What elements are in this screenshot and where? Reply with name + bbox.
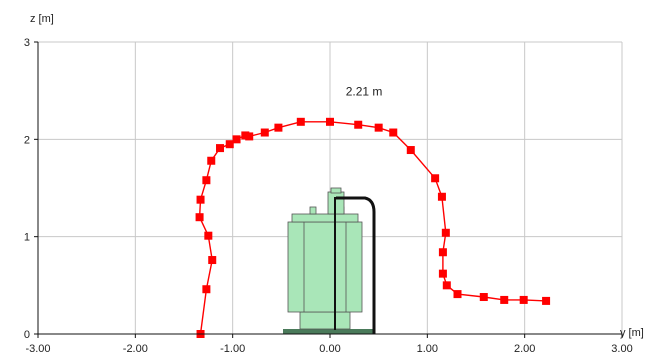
equipment-pedestal — [299, 311, 351, 330]
x-tick-label: -3.00 — [25, 343, 50, 355]
data-point — [207, 156, 216, 165]
x-tick-label: -1.00 — [220, 343, 245, 355]
x-axis-title: y [m] — [620, 327, 644, 339]
data-point — [195, 213, 204, 222]
data-point — [260, 128, 269, 137]
x-tick-label: 3.00 — [611, 343, 632, 355]
x-tick-label: -2.00 — [123, 343, 148, 355]
equipment-base — [283, 329, 373, 334]
data-point — [274, 123, 283, 132]
data-point — [479, 293, 488, 302]
annotations: 2.21 m — [346, 85, 383, 99]
data-point — [438, 269, 447, 278]
x-tick-label: 0.00 — [319, 343, 340, 355]
data-point — [232, 135, 241, 144]
data-point — [442, 281, 451, 290]
data-point — [202, 285, 211, 294]
data-point — [453, 290, 462, 299]
data-point — [406, 146, 415, 155]
data-point — [204, 231, 213, 240]
annotation-label: 2.21 m — [346, 85, 383, 99]
data-point — [438, 248, 447, 257]
data-point — [437, 192, 446, 201]
data-point — [296, 117, 305, 126]
y-tick-label: 0 — [24, 329, 30, 341]
data-point — [431, 174, 440, 183]
tick-labels: -3.00 -2.00 -1.00 0.00 1.00 2.00 3.00 0 1 2 3 — [24, 37, 633, 355]
data-point — [519, 295, 528, 304]
data-point — [500, 295, 509, 304]
data-point — [374, 123, 383, 132]
data-point — [245, 132, 254, 141]
equipment-knob-left — [309, 206, 317, 215]
equipment-tank — [287, 221, 363, 313]
x-tick-label: 1.00 — [417, 343, 438, 355]
equipment-top-cap — [291, 213, 359, 223]
data-point — [326, 117, 334, 126]
data-point — [196, 195, 205, 204]
data-point — [202, 176, 211, 185]
equipment-connector-top — [330, 187, 342, 194]
data-point — [542, 296, 551, 305]
data-point — [225, 140, 234, 149]
y-tick-label: 2 — [24, 134, 30, 146]
equipment-cable — [336, 196, 376, 334]
data-point — [389, 128, 398, 137]
y-tick-label: 3 — [24, 37, 30, 49]
data-point — [441, 228, 450, 237]
green-equipment-figure — [283, 187, 376, 334]
y-tick-label: 1 — [24, 232, 30, 244]
data-point — [354, 120, 363, 129]
y-axis-title: z [m] — [30, 13, 54, 25]
data-point — [216, 144, 225, 153]
data-point — [208, 256, 217, 265]
x-tick-label: 2.00 — [514, 343, 535, 355]
